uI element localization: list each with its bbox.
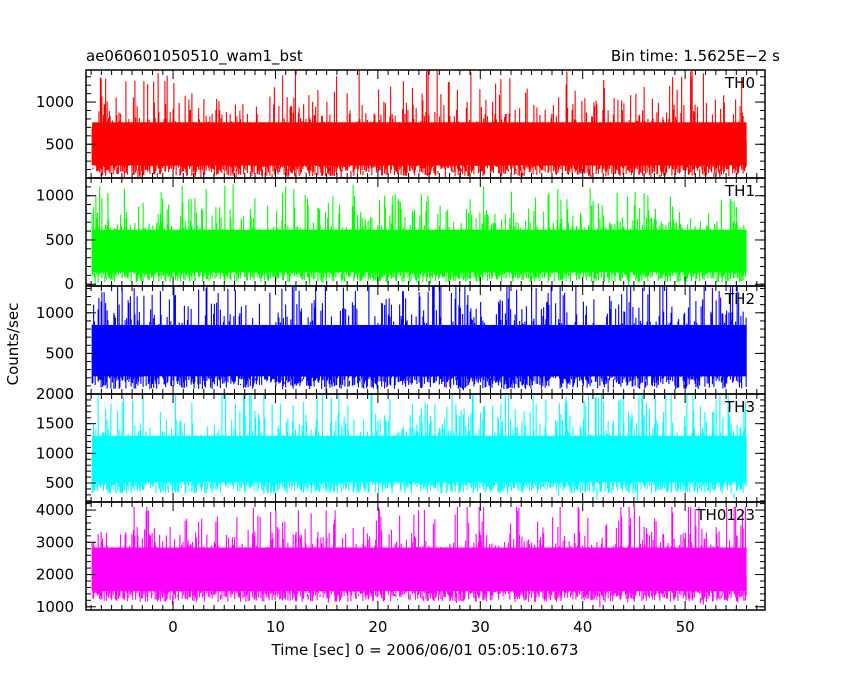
- bin-time-label: Bin time: 1.5625E−2 s: [611, 47, 780, 65]
- y-tick-label: 1000: [36, 598, 74, 616]
- chart-title: ae060601050510_wam1_bst: [86, 47, 303, 66]
- series-band-th0123: [92, 547, 747, 592]
- series-band-th0: [92, 122, 747, 166]
- panel-th2: 0 500 1000 TH2: [36, 285, 766, 403]
- series-label-th2: TH2: [724, 290, 755, 308]
- panel-th3: 500 1000 1500 2000 TH3: [36, 385, 766, 503]
- x-tick-label: 10: [266, 618, 285, 636]
- y-tick-label: 1000: [36, 93, 74, 111]
- series-band-th3: [92, 435, 747, 483]
- x-axis: 0 10 20 30 40 50: [168, 618, 694, 636]
- series-label-th3: TH3: [724, 398, 755, 416]
- y-tick-label: 2000: [36, 385, 74, 403]
- y-tick-label: 500: [45, 231, 74, 249]
- series-band-th2: [92, 324, 747, 377]
- y-tick-label: 1000: [36, 304, 74, 322]
- series-label-th0123: TH0123: [695, 506, 755, 524]
- x-tick-label: 50: [676, 618, 695, 636]
- y-tick-label: 1000: [36, 444, 74, 462]
- x-tick-label: 30: [471, 618, 490, 636]
- x-tick-label: 40: [573, 618, 592, 636]
- series-label-th1: TH1: [724, 182, 755, 200]
- panel-frame: [85, 501, 766, 611]
- panel-th1: 0 500 1000 TH1: [36, 177, 766, 293]
- x-axis-label: Time [sec] 0 = 2006/06/01 05:05:10.673: [271, 641, 579, 659]
- panel-th0: 500 1000 TH0: [36, 69, 766, 179]
- panel-th0123: 1000 2000 3000 4000 TH0123: [36, 501, 766, 616]
- y-axis-label: Counts/sec: [4, 303, 22, 386]
- series-label-th0: TH0: [724, 74, 755, 92]
- y-tick-label: 500: [45, 344, 74, 362]
- y-tick-label: 1000: [36, 187, 74, 205]
- y-tick-label: 500: [45, 474, 74, 492]
- y-tick-label: 4000: [36, 501, 74, 519]
- x-tick-label: 0: [168, 618, 178, 636]
- y-tick-label: 2000: [36, 566, 74, 584]
- y-tick-label: 0: [64, 275, 74, 293]
- y-tick-label: 1500: [36, 415, 74, 433]
- x-tick-label: 20: [368, 618, 387, 636]
- y-tick-label: 500: [45, 135, 74, 153]
- series-band-th1: [92, 229, 747, 272]
- y-tick-label: 3000: [36, 533, 74, 551]
- y-tick-label: 0: [64, 385, 74, 403]
